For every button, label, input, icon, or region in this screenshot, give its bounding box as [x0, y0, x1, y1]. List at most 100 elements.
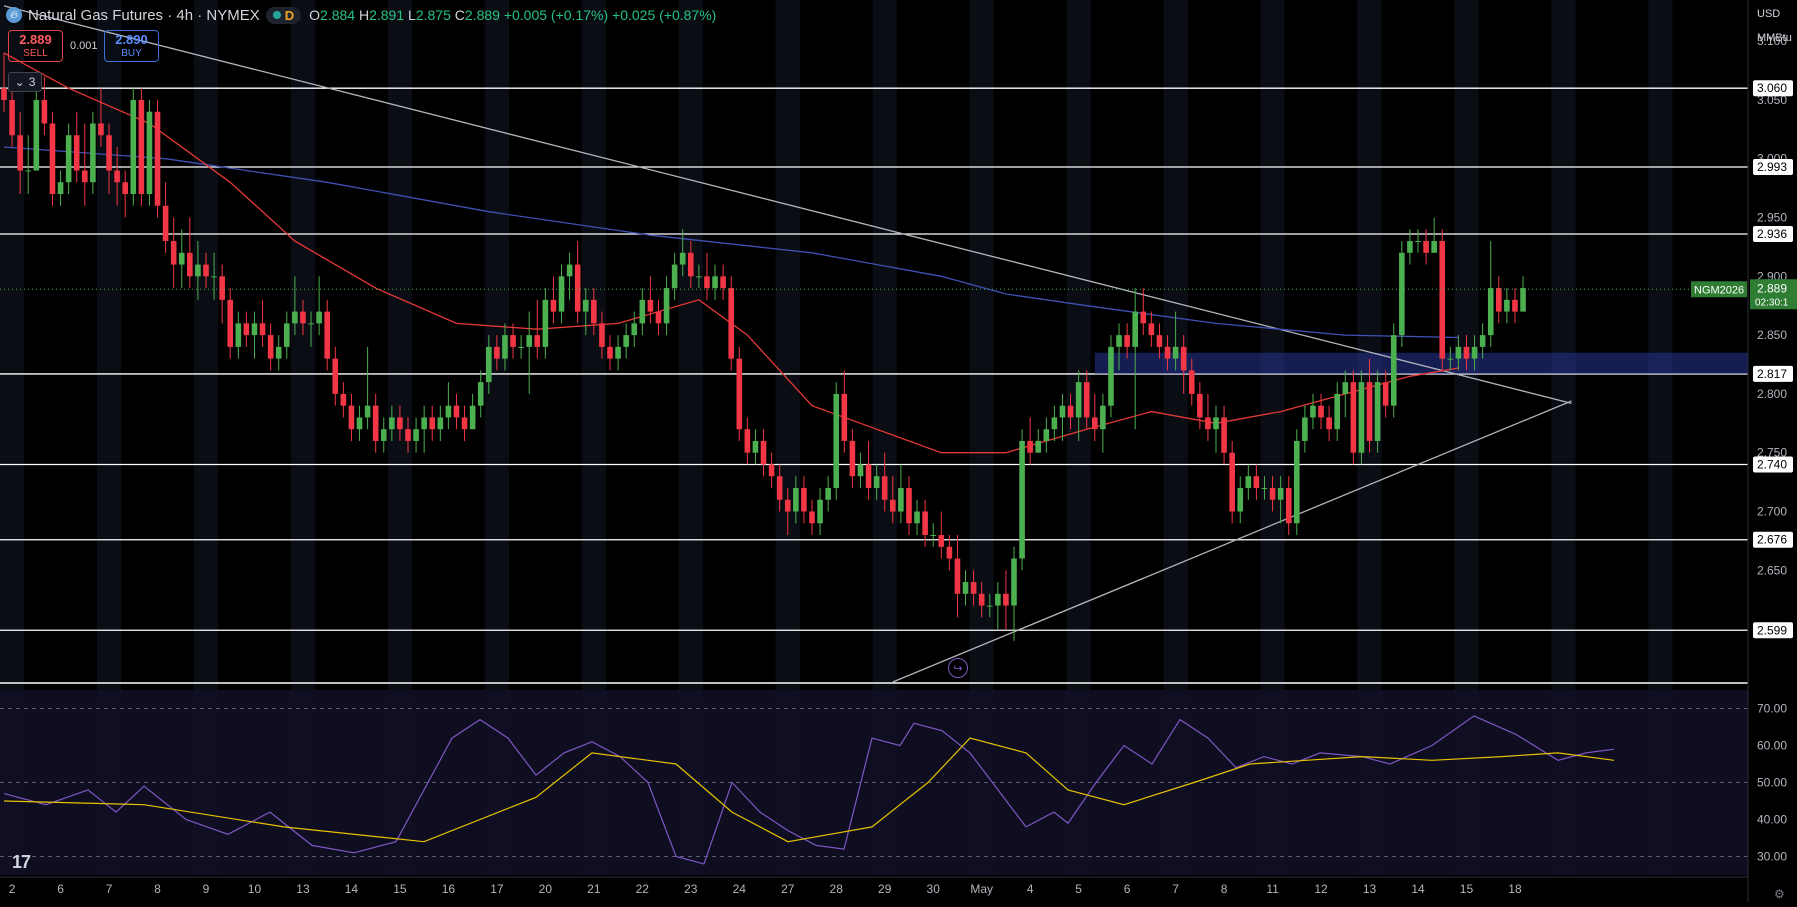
candle-body — [881, 476, 888, 500]
candle-body — [954, 558, 961, 594]
candle-body — [284, 323, 290, 347]
candle-body — [696, 276, 702, 278]
candle-body — [340, 393, 347, 406]
candle-body — [364, 405, 371, 418]
sell-button[interactable]: 2.889 SELL — [8, 30, 63, 62]
buy-price: 2.890 — [115, 32, 148, 47]
time-tick-label: 17 — [490, 882, 504, 896]
candle-body — [1083, 382, 1090, 418]
candle-body — [768, 464, 775, 477]
candle-body — [574, 264, 581, 312]
level-price-tag — [1753, 158, 1793, 175]
candle-body — [41, 99, 48, 124]
ma-red-line — [3, 52, 1459, 454]
candle-body — [1285, 487, 1292, 524]
candle-body — [1164, 346, 1171, 359]
candle-body — [1116, 335, 1122, 347]
symbol-tag-bg — [1691, 281, 1747, 298]
candle-body — [477, 382, 484, 406]
candle-body — [898, 487, 904, 512]
candle-body — [817, 499, 823, 524]
candle-body — [1415, 241, 1421, 243]
candle-body — [49, 123, 56, 195]
candle-body — [978, 593, 985, 606]
time-tick-label: 16 — [442, 882, 456, 896]
candle-body — [1140, 311, 1147, 324]
rsi-pane — [0, 708, 1748, 865]
candle-body — [712, 276, 718, 289]
buy-button[interactable]: 2.890 BUY — [104, 30, 159, 62]
ma-blue-line — [3, 146, 1459, 339]
price-tick-label: 2.950 — [1757, 211, 1787, 225]
candle-body — [195, 264, 201, 277]
candle-body — [833, 393, 840, 488]
gear-icon[interactable]: ⚙ — [1774, 887, 1785, 901]
candle-body — [348, 405, 355, 430]
candle-body — [970, 582, 977, 594]
candle-body — [728, 288, 734, 359]
time-tick-label: 28 — [830, 882, 844, 896]
symbol-title[interactable]: Natural Gas Futures · 4h · NYMEX — [28, 6, 260, 24]
currency-label[interactable]: USD — [1757, 8, 1781, 20]
candle-body — [1019, 440, 1025, 559]
candle-body — [1245, 476, 1252, 488]
session-pill[interactable]: D — [265, 6, 302, 24]
candle-body — [1, 88, 7, 100]
rsi-tick-label: 70.00 — [1757, 702, 1787, 716]
time-axis[interactable]: 2 6 7 8 9 10 13 14 15 16 17 20 21 22 23 24 27 28 29 30 May 4 5… — [0, 876, 1748, 896]
time-tick-label: 5 — [1075, 882, 1082, 896]
candle-body — [1310, 405, 1316, 418]
time-tick-label: May — [970, 882, 993, 896]
candle-body — [1100, 405, 1106, 430]
candle-body — [1366, 382, 1373, 441]
candle-body — [1334, 393, 1340, 430]
candle-body — [801, 487, 807, 512]
candle-body — [671, 264, 678, 289]
candle-body — [300, 311, 306, 324]
candle-body — [1455, 346, 1462, 359]
level-price-label: 2.599 — [1757, 623, 1787, 637]
open-value: 2.884 — [320, 7, 356, 23]
candle-body — [752, 440, 759, 453]
rsi-tick-label: 30.00 — [1757, 850, 1787, 864]
candle-body — [1132, 311, 1138, 347]
price-axis-bg — [1748, 0, 1797, 902]
rsi-tick-label: 60.00 — [1757, 739, 1787, 753]
level-price-label: 2.817 — [1757, 367, 1787, 381]
candle-body — [906, 487, 912, 524]
candle-body — [178, 252, 185, 265]
candle-body — [1269, 487, 1276, 500]
candle-body — [720, 276, 726, 289]
candle-body — [98, 123, 104, 136]
unit-label[interactable]: MMBtu — [1757, 32, 1792, 44]
market-status-dot — [272, 11, 281, 19]
candle-body — [445, 405, 452, 418]
level-price-tag — [1753, 365, 1793, 382]
candle-body — [744, 429, 751, 453]
tradingview-logo[interactable]: 17 — [12, 852, 31, 872]
time-tick-label: 8 — [154, 882, 161, 896]
candle-body — [251, 323, 258, 336]
candle-body — [534, 335, 541, 347]
candle-body — [308, 323, 314, 325]
candle-body — [1213, 417, 1219, 430]
candle-body — [1318, 405, 1324, 418]
candle-body — [663, 288, 670, 324]
support-zone — [1094, 352, 1748, 374]
candle-body — [1342, 382, 1349, 394]
candle-body — [372, 405, 379, 441]
candle-body — [1156, 335, 1163, 347]
candle-body — [986, 605, 993, 607]
level-price-label: 2.993 — [1757, 160, 1787, 174]
current-price-tag-bg — [1750, 279, 1797, 310]
goto-realtime-icon[interactable]: ↪ — [948, 658, 968, 678]
candle-body — [558, 276, 565, 312]
candle-body — [784, 499, 791, 512]
time-tick-label: 13 — [296, 882, 310, 896]
trendline — [892, 400, 1572, 683]
indicators-toggle[interactable]: ⌄ 3 — [8, 72, 42, 92]
candle-body — [1463, 346, 1470, 359]
candle-body — [1205, 417, 1211, 430]
